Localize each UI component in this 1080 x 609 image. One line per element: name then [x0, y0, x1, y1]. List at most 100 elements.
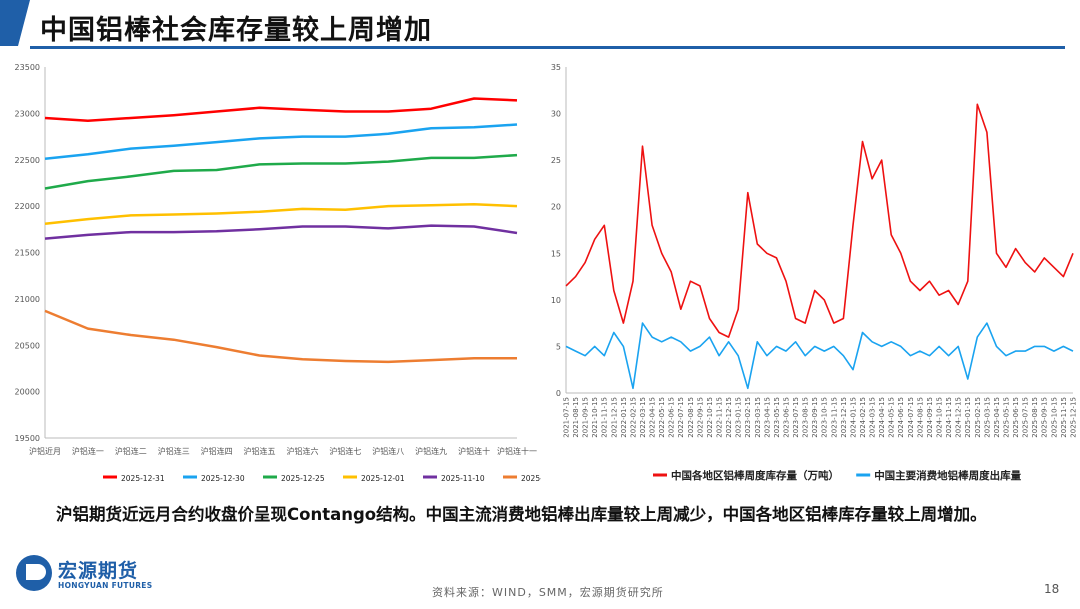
x-tick-label: 2024-07-15: [907, 397, 915, 438]
legend-label: 2025-07-03: [521, 474, 541, 483]
x-tick-label: 沪铝连八: [372, 446, 404, 456]
series-line: [44, 203, 518, 225]
company-logo: 宏源期货 HONGYUAN FUTURES: [14, 553, 174, 597]
x-tick-label: 2022-01-15: [620, 397, 628, 438]
x-tick-label: 2025-11-15: [1060, 397, 1068, 438]
legend-label: 中国各地区铝棒周度库存量（万吨）: [671, 469, 839, 482]
title-accent-shape: [0, 0, 30, 46]
x-tick-label: 2022-06-15: [668, 397, 676, 438]
x-tick-label: 2023-09-15: [811, 397, 819, 438]
y-tick-label: 22500: [15, 156, 40, 165]
x-tick-label: 2023-06-15: [782, 397, 790, 438]
x-tick-label: 2023-02-15: [744, 397, 752, 438]
legend-label: 2025-12-31: [121, 474, 165, 483]
x-tick-label: 2021-12-15: [610, 397, 618, 438]
futures-curve-chart: 19500 20000 20500 21000 21500 22000 22500 23000…: [1, 57, 541, 489]
x-tick-label: 沪铝连七: [329, 446, 361, 456]
x-tick-label: 2024-05-15: [888, 397, 896, 438]
x-tick-label: 2022-09-15: [696, 397, 704, 438]
x-tick-label: 2024-04-15: [878, 397, 886, 438]
x-tick-label: 2022-05-15: [658, 397, 666, 438]
legend-label: 2025-12-01: [361, 474, 405, 483]
x-tick-label: 2024-02-15: [859, 397, 867, 438]
x-tick-label: 2023-12-15: [840, 397, 848, 438]
x-tick-label: 沪铝连三: [158, 446, 190, 456]
x-tick-label: 2024-08-15: [916, 397, 924, 438]
y-tick-label: 23000: [15, 109, 40, 118]
series-line: [44, 224, 518, 240]
x-tick-label: 2023-08-15: [802, 397, 810, 438]
x-tick-label: 2025-06-15: [1012, 397, 1020, 438]
y-tick-label: 10: [551, 296, 561, 305]
series-line: [44, 123, 518, 161]
title-bar: 中国铝棒社会库存量较上周增加: [0, 0, 1080, 56]
series-line: [44, 153, 518, 190]
x-tick-label: 2021-11-15: [601, 397, 609, 438]
x-tick-label: 2025-09-15: [1041, 397, 1049, 438]
y-tick-label: 35: [551, 63, 561, 72]
x-tick-label: 2023-10-15: [821, 397, 829, 438]
x-tick-label: 2023-11-15: [830, 397, 838, 438]
futures-curve-svg: 19500 20000 20500 21000 21500 22000 22500 23000…: [15, 63, 541, 483]
y-tick-label: 20: [551, 203, 561, 212]
x-tick-label: 2022-02-15: [629, 397, 637, 438]
logo-subtitle: HONGYUAN FUTURES: [58, 581, 153, 590]
x-tick-label: 沪铝连十: [458, 446, 490, 456]
x-tick-label: 沪铝连六: [286, 446, 318, 456]
series-line: [565, 322, 1074, 390]
x-tick-label: 2025-12-15: [1069, 397, 1077, 438]
y-tick-label: 30: [551, 110, 561, 119]
x-tick-label: 沪铝近月: [29, 446, 61, 456]
x-tick-label: 2023-03-15: [754, 397, 762, 438]
x-tick-label: 2025-08-15: [1031, 397, 1039, 438]
legend-label: 2025-12-25: [281, 474, 325, 483]
series-line: [565, 103, 1074, 338]
x-tick-label: 2025-07-15: [1022, 397, 1030, 438]
x-tick-label: 2022-08-15: [687, 397, 695, 438]
y-tick-label: 25: [551, 156, 561, 165]
x-tick-label: 2024-03-15: [869, 397, 877, 438]
x-tick-label: 2021-07-15: [562, 397, 570, 438]
y-tick-label: 15: [551, 249, 561, 258]
x-tick-label: 沪铝连二: [115, 446, 147, 456]
x-tick-label: 2021-08-15: [572, 397, 580, 438]
legend-label: 2025-11-10: [441, 474, 485, 483]
series-line: [44, 97, 518, 123]
y-tick-label: 23500: [15, 63, 40, 72]
x-tick-label: 2024-10-15: [936, 397, 944, 438]
x-tick-label: 2025-02-15: [974, 397, 982, 438]
inventory-svg: 0 5 10 15 20 25 30 35 2021-07-15 2021-08-15 2021-0…: [551, 63, 1078, 482]
x-tick-label: 2021-10-15: [591, 397, 599, 438]
x-tick-label: 2025-05-15: [1002, 397, 1010, 438]
x-tick-label: 2024-09-15: [926, 397, 934, 438]
y-tick-label: 19500: [15, 434, 40, 443]
y-tick-label: 0: [556, 389, 561, 398]
x-tick-label: 2025-01-15: [964, 397, 972, 438]
x-tick-label: 沪铝连四: [201, 446, 233, 456]
logo-mark-icon: [16, 555, 52, 591]
y-tick-label: 21000: [15, 295, 40, 304]
x-tick-label: 2023-01-15: [735, 397, 743, 438]
x-tick-label: 沪铝连一: [72, 446, 104, 456]
x-tick-label: 2022-03-15: [639, 397, 647, 438]
x-tick-label: 2022-07-15: [677, 397, 685, 438]
legend-label: 2025-12-30: [201, 474, 245, 483]
inventory-chart: 0 5 10 15 20 25 30 35 2021-07-15 2021-08-15 2021-0…: [543, 57, 1080, 489]
x-tick-label: 2024-11-15: [945, 397, 953, 438]
x-tick-label: 2023-07-15: [792, 397, 800, 438]
x-tick-label: 2022-04-15: [649, 397, 657, 438]
x-tick-label: 沪铝连五: [244, 446, 276, 456]
source-note: 资料来源：WIND，SMM，宏源期货研究所: [432, 586, 664, 599]
summary-text: 沪铝期货近远月合约收盘价呈现Contango结构。中国主流消费地铝棒出库量较上周…: [56, 505, 987, 524]
page-number: 18: [1044, 582, 1060, 596]
page-title: 中国铝棒社会库存量较上周增加: [40, 15, 432, 46]
x-tick-label: 2024-06-15: [897, 397, 905, 438]
logo-name: 宏源期货: [58, 560, 139, 582]
x-tick-label: 2025-04-15: [993, 397, 1001, 438]
x-tick-label: 2022-11-15: [716, 397, 724, 438]
legend-label: 中国主要消费地铝棒周度出库量: [874, 469, 1021, 482]
x-tick-label: 2023-05-15: [773, 397, 781, 438]
x-tick-label: 2022-10-15: [706, 397, 714, 438]
x-tick-label: 2022-12-15: [725, 397, 733, 438]
x-tick-label: 2024-01-15: [849, 397, 857, 438]
